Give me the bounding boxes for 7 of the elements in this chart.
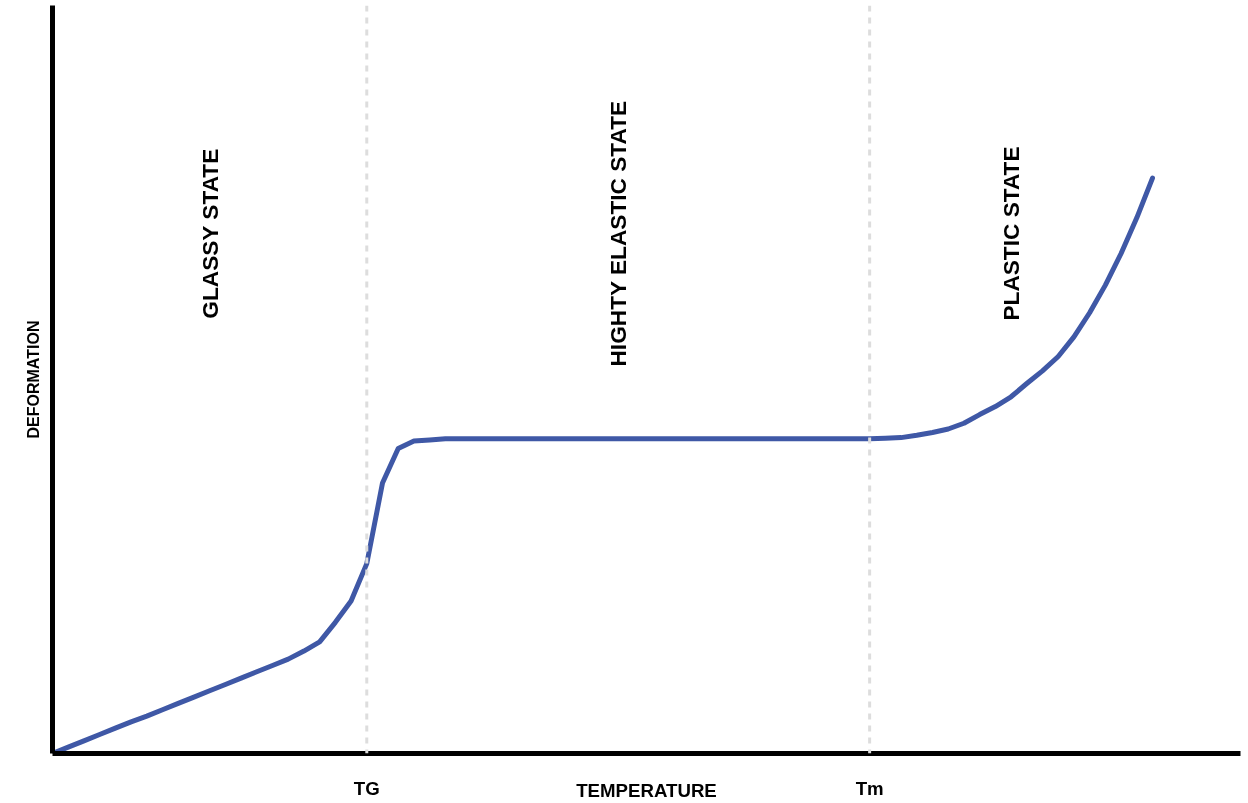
x-axis-title: TEMPERATURE	[576, 779, 717, 801]
annotation: HIGHTY ELASTIC STATE	[605, 100, 632, 367]
annotation: PLASTIC STATE	[998, 146, 1025, 321]
x-tick-label: Tm	[855, 777, 884, 799]
x-tick-label: TG	[353, 777, 380, 799]
annotation: GLASSY STATE	[196, 148, 223, 319]
y-axis-title: DEFORMATION	[24, 320, 42, 439]
